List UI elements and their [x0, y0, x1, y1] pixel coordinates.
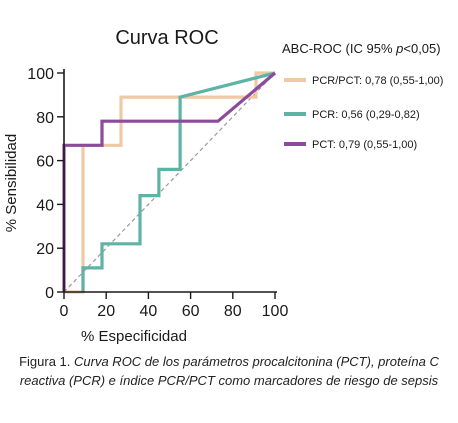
y-axis-label: % Sensibilidad: [3, 134, 20, 232]
legend-title: ABC-ROC (IC 95% p<0,05): [282, 41, 441, 56]
legend-swatch-pct: [284, 142, 306, 147]
x-tick-label: 80: [224, 303, 242, 320]
chart-title: Curva ROC: [115, 27, 219, 49]
series-line-1: [81, 71, 276, 292]
legend-label-pct: PCT: 0,79 (0,55-1,00): [312, 139, 418, 151]
caption-text: Curva ROC de los parámetros procalcitoni…: [19, 354, 439, 388]
x-tick-label: 20: [97, 303, 115, 320]
legend-swatch-pcr: [284, 112, 306, 117]
y-tick-label: 80: [36, 110, 54, 127]
reference-diagonal-line: [63, 72, 276, 293]
y-tick-label: 20: [36, 241, 54, 258]
y-tick-label: 60: [36, 154, 54, 171]
x-tick-label: 40: [140, 303, 158, 320]
legend-title-prefix: ABC-ROC (IC 95%: [282, 41, 397, 56]
y-tick-label: 40: [36, 197, 54, 214]
legend-item-pct: PCT: 0,79 (0,55-1,00): [284, 139, 417, 151]
legend-item-pcr-pct: PCR/PCT: 0,78 (0,55-1,00): [284, 75, 443, 87]
legend-item-pcr: PCR: 0,56 (0,29-0,82): [284, 109, 420, 121]
figure-caption: Figura 1. Curva ROC de los parámetros pr…: [6, 352, 452, 390]
legend-label-pcr: PCR: 0,56 (0,29-0,82): [312, 109, 420, 121]
x-axis-label: % Especificidad: [81, 328, 187, 345]
legend-title-suffix: <0,05): [403, 41, 441, 56]
x-tick-label: 100: [262, 303, 289, 320]
y-tick-label: 0: [45, 285, 54, 302]
y-tick-label: 100: [27, 66, 54, 83]
legend-title-p: p: [396, 41, 404, 56]
legend-label-pcr-pct: PCR/PCT: 0,78 (0,55-1,00): [312, 75, 444, 87]
roc-chart: 0 20 40 60 80 100 0 20 40 60 80 100 % Especificidad%…: [3, 66, 289, 345]
legend-swatch-pcr-pct: [284, 78, 306, 83]
x-tick-label: 60: [182, 303, 200, 320]
x-tick-label: 0: [60, 303, 69, 320]
caption-lead: Figura 1.: [19, 354, 75, 369]
